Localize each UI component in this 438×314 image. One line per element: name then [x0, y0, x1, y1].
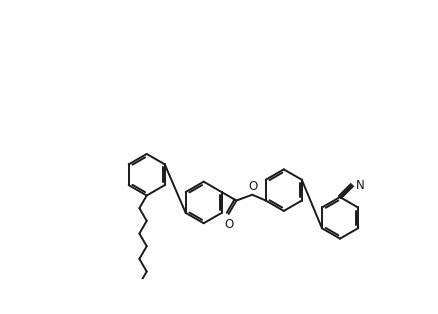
Text: O: O — [248, 180, 258, 193]
Text: O: O — [224, 219, 233, 231]
Text: N: N — [356, 179, 364, 192]
